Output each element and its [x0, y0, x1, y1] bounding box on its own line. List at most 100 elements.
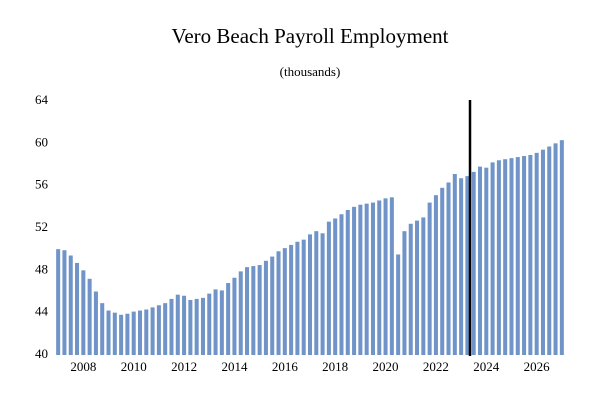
- bar: [358, 204, 363, 355]
- x-tick-label: 2024: [473, 359, 500, 374]
- bar: [106, 310, 111, 355]
- bar: [87, 278, 92, 355]
- bar: [156, 305, 161, 355]
- y-tick-label: 40: [35, 346, 48, 361]
- bar: [81, 270, 86, 355]
- bar: [270, 256, 275, 355]
- bar: [509, 158, 514, 355]
- bar: [503, 159, 508, 355]
- bar: [459, 178, 464, 355]
- bar: [182, 295, 187, 355]
- bar: [144, 309, 149, 355]
- x-tick-label: 2020: [373, 359, 399, 374]
- bar: [289, 244, 294, 355]
- bar: [522, 156, 527, 355]
- bar: [553, 143, 558, 355]
- bar: [100, 303, 105, 355]
- bar: [465, 176, 470, 355]
- bar: [314, 231, 319, 355]
- bar: [282, 248, 287, 355]
- bar: [408, 223, 413, 355]
- y-tick-label: 64: [35, 92, 49, 107]
- bar: [427, 202, 432, 355]
- x-tick-label: 2010: [121, 359, 147, 374]
- bar: [446, 182, 451, 355]
- bar: [452, 174, 457, 355]
- x-tick-label: 2014: [221, 359, 248, 374]
- bar: [433, 195, 438, 355]
- bar: [56, 249, 61, 355]
- bar: [169, 298, 174, 355]
- bar: [125, 313, 130, 355]
- bar: [326, 221, 331, 355]
- bar: [213, 289, 218, 355]
- y-tick-label: 52: [35, 219, 48, 234]
- bar: [389, 197, 394, 355]
- x-tick-label: 2016: [272, 359, 299, 374]
- bar: [62, 250, 67, 355]
- bar: [345, 210, 350, 355]
- bar: [93, 291, 98, 355]
- y-tick-label: 48: [35, 261, 48, 276]
- x-tick-label: 2018: [322, 359, 348, 374]
- chart-title: Vero Beach Payroll Employment: [171, 24, 448, 48]
- bar: [540, 149, 545, 355]
- bar: [226, 283, 231, 355]
- bar: [163, 303, 168, 355]
- x-tick-label: 2008: [70, 359, 96, 374]
- bar: [257, 265, 262, 355]
- bar: [301, 239, 306, 355]
- bar: [307, 234, 313, 355]
- bar: [219, 290, 224, 355]
- bar: [131, 311, 136, 355]
- bar: [559, 140, 564, 355]
- bar: [194, 298, 199, 355]
- chart-subtitle: (thousands): [280, 64, 341, 79]
- bar: [238, 271, 243, 355]
- x-tick-label: 2012: [171, 359, 197, 374]
- bar: [200, 297, 205, 355]
- bar: [276, 251, 281, 355]
- bar: [383, 198, 388, 355]
- bar: [364, 203, 369, 355]
- bar: [534, 152, 539, 355]
- bar: [295, 241, 300, 355]
- bar: [263, 260, 268, 355]
- bar: [421, 217, 426, 355]
- bar: [547, 146, 552, 355]
- bar: [528, 154, 533, 355]
- bar: [119, 314, 124, 355]
- bar: [515, 157, 520, 355]
- bar: [339, 214, 344, 355]
- bar: [484, 167, 489, 355]
- bar: [333, 218, 338, 355]
- bar: [207, 293, 212, 355]
- bar: [440, 187, 445, 355]
- bar: [75, 262, 80, 355]
- bar: [150, 307, 155, 355]
- bar: [471, 171, 476, 355]
- bar: [396, 254, 401, 355]
- y-tick-label: 60: [35, 134, 48, 149]
- y-tick-label: 44: [35, 304, 49, 319]
- bar: [175, 294, 180, 355]
- bar: [320, 233, 325, 355]
- bar: [490, 162, 495, 355]
- x-tick-label: 2026: [524, 359, 551, 374]
- bar: [137, 310, 143, 355]
- bar: [370, 202, 375, 355]
- bar: [232, 277, 237, 355]
- bar: [245, 267, 250, 355]
- bar: [68, 255, 73, 355]
- bar: [112, 312, 117, 355]
- bar: [251, 266, 256, 355]
- bar: [377, 200, 382, 355]
- y-tick-label: 56: [35, 177, 49, 192]
- bar: [352, 206, 357, 355]
- bar: [496, 160, 501, 355]
- x-tick-label: 2022: [423, 359, 449, 374]
- bar: [415, 220, 420, 355]
- bar: [477, 166, 483, 355]
- bar: [188, 299, 193, 355]
